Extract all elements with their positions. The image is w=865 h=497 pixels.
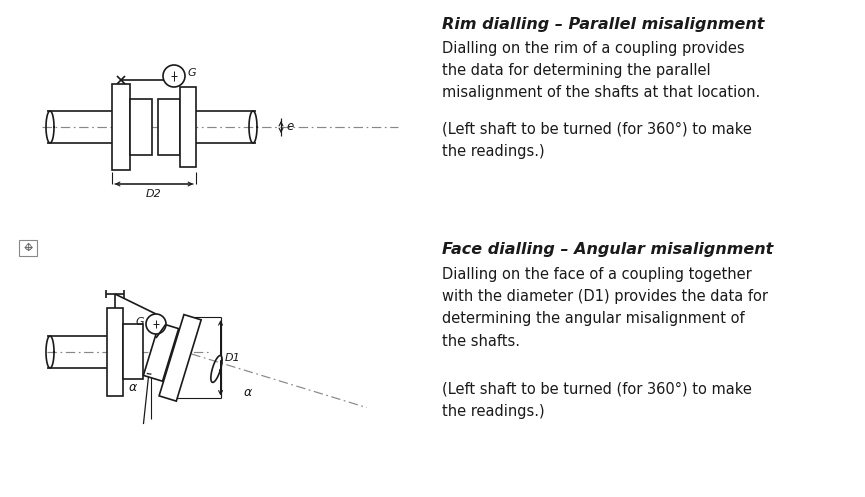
Text: $\alpha$: $\alpha$: [128, 381, 138, 394]
Bar: [123, 324, 143, 379]
Text: (Left shaft to be turned (for 360°) to make
the readings.): (Left shaft to be turned (for 360°) to m…: [442, 382, 752, 419]
Text: Dialling on the face of a coupling together
with the diameter (D1) provides the : Dialling on the face of a coupling toget…: [442, 267, 768, 348]
Text: D1: D1: [225, 353, 240, 363]
Text: Rim dialling – Parallel misalignment: Rim dialling – Parallel misalignment: [442, 17, 765, 32]
Text: G: G: [187, 68, 195, 78]
Bar: [107, 308, 123, 396]
Text: (Left shaft to be turned (for 360°) to make
the readings.): (Left shaft to be turned (for 360°) to m…: [442, 122, 752, 159]
Text: G: G: [136, 317, 144, 327]
Text: D2: D2: [146, 189, 162, 199]
Bar: [180, 87, 196, 167]
Text: $\alpha$: $\alpha$: [242, 386, 253, 399]
Circle shape: [163, 65, 185, 87]
Polygon shape: [159, 315, 202, 401]
Text: e: e: [286, 120, 293, 134]
Bar: [112, 84, 130, 170]
Text: Face dialling – Angular misalignment: Face dialling – Angular misalignment: [442, 242, 773, 257]
Polygon shape: [144, 323, 178, 381]
Text: Dialling on the rim of a coupling provides
the data for determining the parallel: Dialling on the rim of a coupling provid…: [442, 41, 760, 100]
Bar: [158, 99, 180, 155]
Text: ↕: ↕: [23, 243, 33, 253]
Text: ↔: ↔: [23, 243, 33, 253]
Bar: [130, 99, 152, 155]
Bar: [19, 240, 37, 256]
Circle shape: [146, 314, 166, 334]
